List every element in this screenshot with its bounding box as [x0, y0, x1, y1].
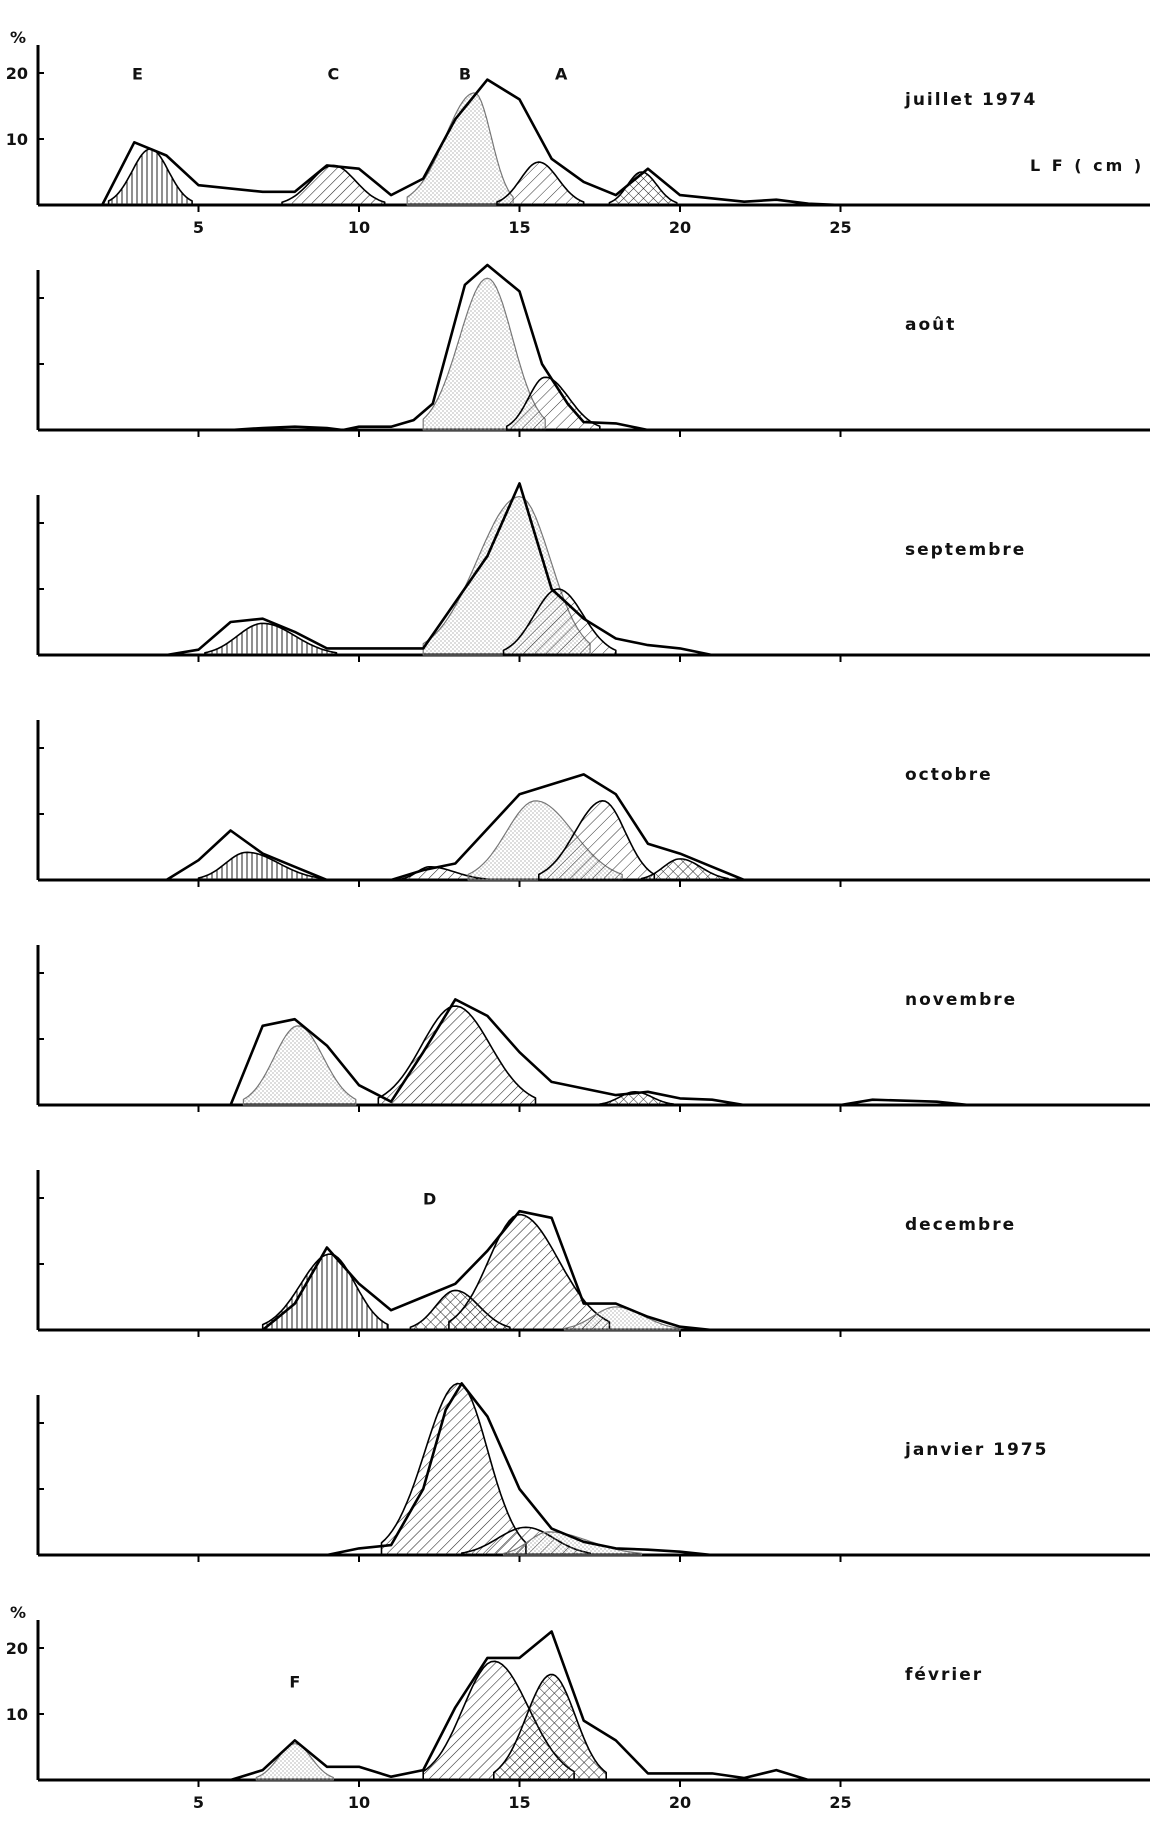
cohort-label: C — [327, 65, 339, 84]
cohort-curve-3 — [493, 1673, 607, 1781]
cohort-curve-1 — [197, 851, 322, 881]
x-tick-label: 15 — [508, 218, 530, 237]
total-frequency-line — [101, 78, 841, 207]
cohort-label: E — [132, 65, 143, 84]
y-unit-label: % — [10, 28, 26, 47]
total-frequency-line — [230, 263, 649, 432]
month-label: septembre — [905, 540, 1026, 560]
panel-7: janvier 1975 — [36, 1382, 1150, 1562]
cohort-curve-3 — [502, 588, 617, 656]
month-label: novembre — [905, 990, 1017, 1010]
total-frequency-line — [166, 482, 713, 657]
y-tick-label: 10 — [6, 1705, 28, 1724]
total-frequency-line — [229, 998, 970, 1107]
cohort-curve-f — [255, 1743, 334, 1781]
cohort-curve-1 — [261, 1253, 389, 1331]
cohort-curve-b — [406, 92, 514, 206]
x-tick-label: 25 — [829, 218, 851, 237]
panel-5: novembre — [36, 945, 1150, 1112]
cohort-curve-c — [281, 164, 386, 206]
x-unit-label: L F ( cm ) — [1030, 156, 1144, 175]
cohort-curve-1 — [242, 1025, 357, 1106]
panel-4: octobre — [36, 720, 1150, 887]
y-tick-label: 20 — [6, 64, 28, 83]
month-label: decembre — [905, 1215, 1016, 1235]
cohort-label: F — [289, 1673, 300, 1692]
cohort-curve-a — [496, 161, 585, 206]
month-label: janvier 1975 — [904, 1440, 1048, 1460]
y-unit-label: % — [10, 1603, 26, 1622]
cohort-label: A — [555, 65, 568, 84]
cohort-curve-1 — [380, 1382, 527, 1556]
panel-2: août — [36, 263, 1150, 437]
total-frequency-line — [165, 773, 745, 882]
cohort-curve-2 — [377, 1005, 537, 1106]
x-tick-label: 5 — [193, 1793, 204, 1812]
cohort-curve-1 — [204, 622, 338, 656]
x-tick-label: 10 — [348, 1793, 370, 1812]
panel-3: septembre — [36, 482, 1150, 662]
x-tick-label: 10 — [348, 218, 370, 237]
month-label: août — [905, 315, 956, 335]
total-frequency-line — [326, 1382, 713, 1557]
cohort-curve-1 — [422, 277, 546, 431]
total-frequency-line — [230, 1630, 809, 1782]
cohort-curve-e — [107, 148, 193, 206]
x-tick-label: 5 — [193, 218, 204, 237]
cohort-curve-5 — [608, 171, 678, 206]
x-tick-label: 20 — [669, 1793, 691, 1812]
cohort-curve-d — [448, 1213, 611, 1331]
cohort-curve-4 — [538, 800, 656, 881]
panel-8: 10 20% 5 10 15 20 25 F février — [6, 1603, 1150, 1812]
month-label: février — [905, 1665, 983, 1685]
x-tick-label: 20 — [669, 218, 691, 237]
cohort-label: B — [459, 65, 471, 84]
cohort-curve-5 — [640, 858, 729, 881]
month-label: juillet 1974 — [904, 90, 1037, 110]
cohort-curve-3 — [502, 1531, 643, 1556]
cohort-label: D — [423, 1190, 436, 1209]
y-tick-label: 20 — [6, 1639, 28, 1658]
x-tick-label: 15 — [508, 1793, 530, 1812]
y-tick-label: 10 — [6, 130, 28, 149]
total-frequency-line — [261, 1209, 713, 1332]
month-label: octobre — [905, 765, 993, 785]
x-tick-label: 25 — [829, 1793, 851, 1812]
